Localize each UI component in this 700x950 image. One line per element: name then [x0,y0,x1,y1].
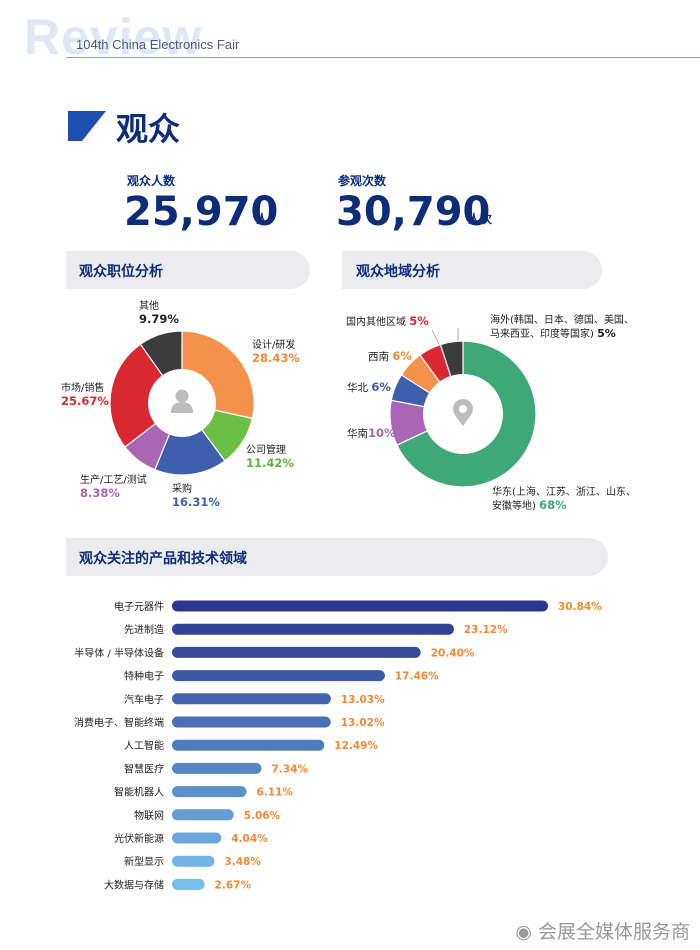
bar-category-9: 物联网 [134,809,164,822]
bar-11 [172,855,215,867]
bar-value-1: 23.12% [464,624,508,636]
region-section-title: 观众地域分析 [356,264,440,280]
region-donut-chart: 华东(上海、江苏、浙江、山东、安徽等地) 68% 华南10% 华北 6% 西南 6% 国… [346,313,636,512]
products-bar-chart: 电子元器件 30.84% 先进制造 23.12% 半导体 / 半导体设备 20.40% 特种… [74,600,602,891]
visitors-value: 25,970 [124,189,279,235]
bar-6 [172,739,325,751]
person-icon [171,389,193,413]
bar-category-3: 特种电子 [124,670,164,683]
products-section-header [66,538,608,576]
region-label-2: 华北 6% [347,380,391,394]
bar-value-3: 17.46% [395,671,439,683]
bar-0 [172,600,548,612]
occupation-label-3-1: 8.38% [80,486,120,500]
bar-category-7: 智慧医疗 [124,762,164,775]
header-title: 104th China Electronics Fair [76,37,240,52]
occupation-label-5-1: 9.79% [139,312,179,326]
bar-value-11: 3.48% [224,856,261,868]
visits-label: 参观次数 [338,174,387,188]
weibo-icon: ◉ [515,921,538,943]
products-section-title: 观众关注的产品和技术领域 [79,551,247,567]
bar-value-9: 5.06% [244,810,281,822]
bar-value-10: 4.04% [231,833,268,845]
bar-10 [172,832,222,844]
bar-value-6: 12.49% [334,740,378,752]
visits-value: 30,790 [336,189,491,235]
occupation-section-title: 观众职位分析 [79,264,163,280]
bar-8 [172,786,247,798]
visitors-label: 观众人数 [127,174,176,188]
region-label-5-1: 马来西亚、印度等国家) 5% [490,327,616,340]
bar-12 [172,878,205,890]
bar-value-4: 13.03% [341,694,385,706]
bar-category-12: 大数据与存储 [104,878,164,891]
region-label-5: 海外(韩国、日本、德国、美国、 [490,313,634,326]
bar-1 [172,623,454,635]
bar-category-8: 智能机器人 [114,786,164,799]
bar-9 [172,809,234,821]
occupation-section-header [66,251,310,289]
occupation-slice-2 [154,401,226,476]
occupation-label-0: 设计/研发 [252,338,295,351]
bar-category-5: 消费电子、智能终端 [74,716,164,729]
visitors-unit: 人 [256,212,269,226]
region-label-0: 华东(上海、江苏、浙江、山东、 [492,485,636,498]
bar-value-0: 30.84% [558,601,602,613]
bar-category-6: 人工智能 [124,739,164,752]
region-label-1: 华南10% [347,426,396,440]
occupation-label-3: 生产/工艺/测试 [80,473,147,486]
region-label-0-1: 安徽等地) 68% [492,498,567,512]
header-watermark: Review [24,9,203,65]
bar-2 [172,646,421,658]
occupation-label-2-1: 16.31% [172,495,220,509]
bar-category-10: 光伏新能源 [114,832,164,845]
bar-5 [172,716,331,728]
section-marker-icon [68,111,106,141]
bar-value-2: 20.40% [431,647,475,659]
visits-unit: 人次 [468,212,493,226]
bar-category-1: 先进制造 [124,623,164,636]
bar-value-12: 2.67% [215,879,252,891]
bar-category-11: 新型显示 [124,855,164,868]
bar-category-0: 电子元器件 [114,600,164,613]
occupation-label-1-1: 11.42% [246,456,294,470]
region-section-header [342,251,602,289]
bar-value-7: 7.34% [271,763,308,775]
region-label-4: 国内其他区域 5% [346,314,429,328]
footer-watermark: ◉ 会展全媒体服务商 [515,921,690,943]
bar-7 [172,762,262,774]
header-rule [66,57,700,58]
page-title: 观众 [116,110,181,148]
occupation-label-4: 市场/销售 [61,381,104,394]
occupation-label-4-1: 25.67% [61,394,109,408]
bar-category-4: 汽车电子 [124,693,164,706]
occupation-label-2: 采购 [172,482,192,495]
bar-4 [172,693,331,705]
occupation-label-5: 其他 [139,299,159,312]
bar-category-2: 半导体 / 半导体设备 [74,646,164,659]
location-pin-icon [453,399,473,426]
occupation-label-0-1: 28.43% [252,351,300,365]
bar-value-5: 13.02% [341,717,385,729]
bar-3 [172,670,385,682]
occupation-slice-4 [109,343,183,448]
bar-value-8: 6.11% [256,787,293,799]
occupation-label-1: 公司管理 [246,443,286,456]
region-label-3: 西南 6% [368,349,412,363]
